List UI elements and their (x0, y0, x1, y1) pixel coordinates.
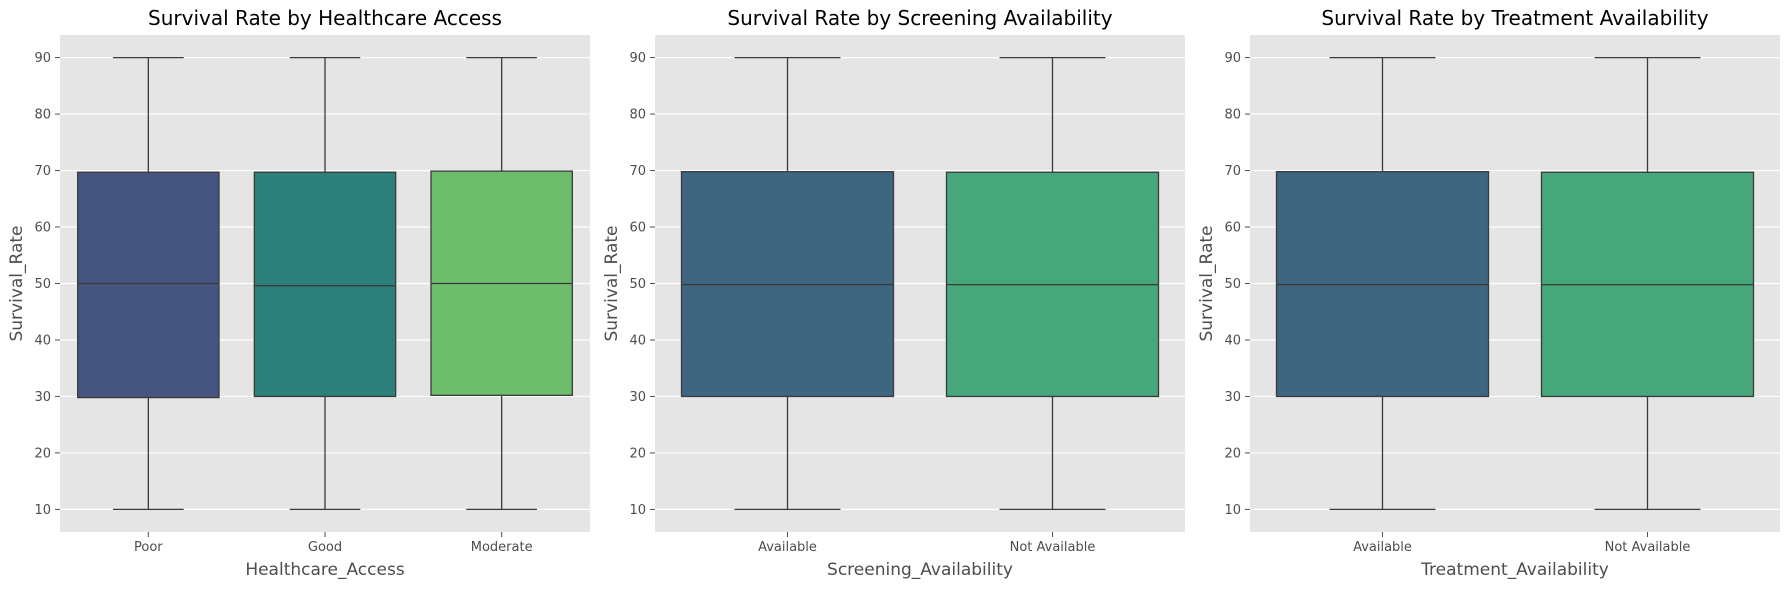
y-tick-label: 30 (1224, 390, 1241, 405)
y-tick-label: 50 (34, 277, 51, 292)
y-tick-label: 20 (34, 446, 51, 461)
y-axis-label: Survival_Rate (602, 225, 622, 341)
y-tick-label: 70 (1224, 164, 1241, 179)
box-1: Available (680, 56, 895, 555)
x-axis-label: Healthcare_Access (245, 560, 405, 580)
y-tick-label: 10 (1224, 503, 1241, 518)
y-tick-label: 50 (629, 277, 646, 292)
y-tick-label: 10 (629, 503, 646, 518)
y-tick-label: 70 (629, 164, 646, 179)
chart-panel-3: 10 20 30 40 50 60 70 80 90 Available Not Available… (1197, 6, 1780, 580)
y-tick-label: 80 (1224, 108, 1241, 123)
x-tick-label: Available (758, 540, 817, 555)
box-1: Available (1275, 56, 1490, 555)
chart-panel-1: 10 20 30 40 50 60 70 80 90 Poor Good Moderate Surviv… (7, 6, 590, 580)
x-axis-label: Treatment_Availability (1420, 560, 1609, 580)
y-tick-label: 50 (1224, 277, 1241, 292)
x-tick-label: Not Available (1010, 540, 1096, 555)
x-tick-label: Moderate (471, 540, 533, 555)
y-tick-label: 80 (629, 108, 646, 123)
y-tick-label: 40 (34, 333, 51, 348)
iqr-box (253, 171, 397, 398)
box-1: Poor (77, 56, 220, 555)
y-tick-label: 30 (629, 390, 646, 405)
y-tick-label: 60 (629, 221, 646, 236)
box-2: Good (253, 56, 397, 555)
x-tick-label: Good (308, 540, 342, 555)
y-tick-label: 20 (629, 446, 646, 461)
x-tick-label: Available (1353, 540, 1412, 555)
y-axis-label: Survival_Rate (1197, 225, 1217, 341)
y-tick-label: 90 (34, 51, 51, 66)
chart-title: Survival Rate by Screening Availability (727, 6, 1112, 30)
x-tick-label: Poor (134, 540, 163, 555)
box-3: Moderate (430, 56, 573, 555)
y-tick-label: 70 (34, 164, 51, 179)
x-tick-label: Not Available (1605, 540, 1691, 555)
chart-title: Survival Rate by Treatment Availability (1321, 6, 1708, 30)
box-2: Not Available (1540, 56, 1755, 555)
y-tick-label: 10 (34, 503, 51, 518)
y-tick-label: 90 (1224, 51, 1241, 66)
chart-panel-2: 10 20 30 40 50 60 70 80 90 Available Not Available… (602, 6, 1185, 580)
y-tick-label: 40 (629, 333, 646, 348)
y-tick-label: 40 (1224, 333, 1241, 348)
y-tick-label: 60 (1224, 221, 1241, 236)
y-tick-label: 20 (1224, 446, 1241, 461)
y-tick-label: 90 (629, 51, 646, 66)
y-tick-label: 60 (34, 221, 51, 236)
x-axis-label: Screening_Availability (827, 560, 1013, 580)
iqr-box (77, 171, 220, 399)
y-tick-label: 30 (34, 390, 51, 405)
y-axis-label: Survival_Rate (7, 225, 27, 341)
box-2: Not Available (945, 56, 1160, 555)
y-tick-label: 80 (34, 108, 51, 123)
chart-title: Survival Rate by Healthcare Access (148, 6, 502, 30)
